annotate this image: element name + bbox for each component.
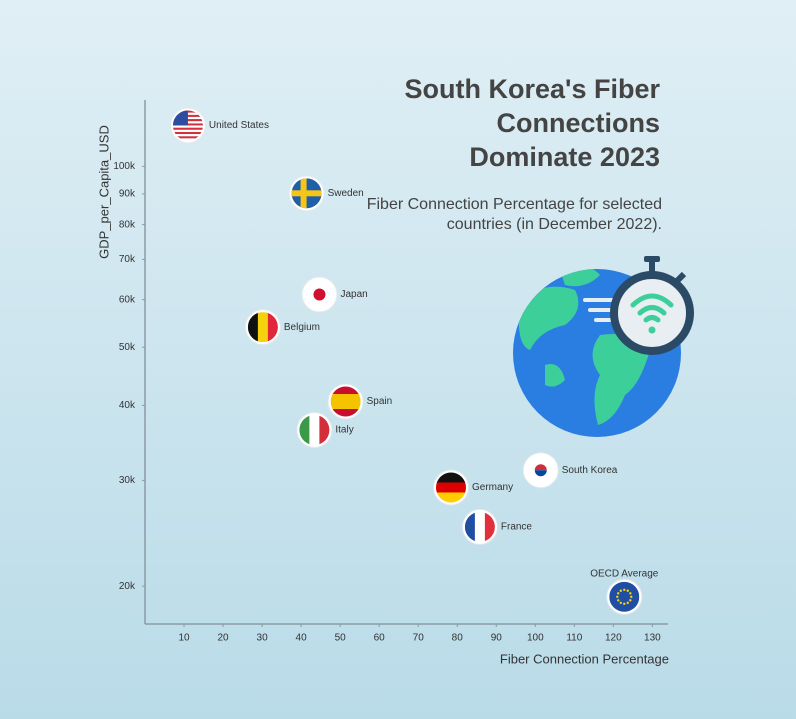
point-label: France	[501, 522, 533, 533]
flag-part	[534, 470, 547, 477]
y-tick-label: 20k	[119, 581, 136, 592]
chart-subtitle: Fiber Connection Percentage for selected…	[366, 196, 662, 233]
flag-part	[629, 599, 632, 602]
y-axis-label: GDP_per_Capita_USD	[96, 125, 111, 259]
chart-title: South Korea's Fiber Connections Dominate…	[404, 74, 660, 172]
y-tick-label: 70k	[119, 254, 136, 265]
x-tick-label: 70	[413, 633, 425, 644]
point-label: OECD Average	[590, 568, 659, 579]
flag-part	[319, 414, 330, 445]
flag-part	[609, 581, 640, 612]
flag-part	[247, 312, 259, 343]
flag	[299, 414, 330, 445]
x-tick-label: 60	[374, 633, 386, 644]
flag-part	[172, 110, 188, 126]
globe-illustration	[513, 256, 694, 437]
flag-part	[623, 602, 626, 606]
flag	[247, 312, 278, 343]
flag-part	[172, 125, 203, 128]
x-tick-label: 50	[335, 633, 347, 644]
point-label: Germany	[472, 482, 513, 493]
flag	[609, 581, 640, 612]
point-label: Spain	[367, 396, 393, 407]
y-tick-label: 50k	[119, 342, 136, 353]
flag-part	[617, 599, 620, 602]
y-tick-label: 40k	[119, 400, 136, 411]
x-tick-label: 100	[527, 633, 544, 644]
flag-part	[172, 127, 203, 131]
flag-part	[435, 472, 466, 483]
flag-part	[619, 601, 622, 605]
flag-part	[626, 589, 629, 592]
flag-part	[172, 129, 203, 132]
flag-part	[630, 595, 633, 599]
flag	[464, 511, 495, 542]
flag-part	[172, 131, 203, 135]
y-tick-label: 90k	[119, 189, 136, 200]
y-tick-label: 80k	[119, 219, 136, 230]
x-tick-label: 40	[296, 633, 308, 644]
point-label: Italy	[335, 425, 353, 436]
flag	[291, 178, 322, 209]
flag	[330, 386, 361, 417]
flag-part	[616, 595, 619, 599]
point-label: South Korea	[562, 465, 618, 476]
y-tick-label: 30k	[119, 475, 136, 486]
y-tick-label: 60k	[119, 294, 136, 305]
flag-part	[626, 601, 629, 605]
flag-part	[300, 178, 307, 209]
flag-part	[534, 464, 547, 471]
flag-part	[435, 482, 466, 493]
x-tick-label: 10	[178, 633, 190, 644]
flag	[435, 472, 466, 503]
flag-part	[484, 511, 495, 542]
flag-part	[313, 288, 326, 301]
x-tick-label: 80	[452, 633, 464, 644]
x-axis-label: Fiber Connection Percentage	[500, 651, 669, 666]
flag-part	[629, 592, 632, 595]
flag-part	[299, 414, 310, 445]
flag-part	[172, 136, 203, 139]
flag-part	[617, 592, 620, 595]
x-tick-label: 90	[491, 633, 503, 644]
x-tick-label: 120	[605, 633, 622, 644]
flag	[525, 455, 556, 486]
x-tick-label: 30	[257, 633, 269, 644]
flag-part	[464, 511, 476, 542]
flag	[304, 279, 335, 310]
point-label: Japan	[340, 289, 367, 300]
x-tick-label: 110	[566, 633, 582, 644]
point-label: Sweden	[328, 188, 364, 199]
x-tick-label: 130	[644, 633, 661, 644]
y-tick-label: 100k	[113, 161, 136, 172]
x-tick-label: 20	[217, 633, 229, 644]
flag-part	[172, 134, 203, 137]
flag-part	[330, 394, 361, 410]
flag-part	[330, 386, 361, 395]
flag-part	[257, 312, 269, 343]
point-label: United States	[209, 120, 269, 131]
flag-part	[474, 511, 486, 542]
flag-part	[623, 588, 626, 592]
flag-part	[619, 589, 622, 592]
flag-part	[309, 414, 320, 445]
flag-part	[435, 492, 466, 503]
flag-part	[267, 312, 278, 343]
flag-part	[330, 409, 361, 417]
flag-part	[172, 138, 203, 141]
flag	[172, 110, 203, 141]
point-label: Belgium	[284, 322, 320, 333]
